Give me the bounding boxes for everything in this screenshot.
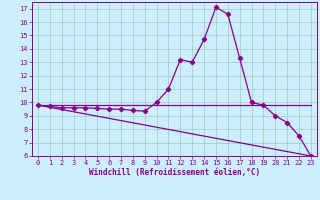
- X-axis label: Windchill (Refroidissement éolien,°C): Windchill (Refroidissement éolien,°C): [89, 168, 260, 177]
